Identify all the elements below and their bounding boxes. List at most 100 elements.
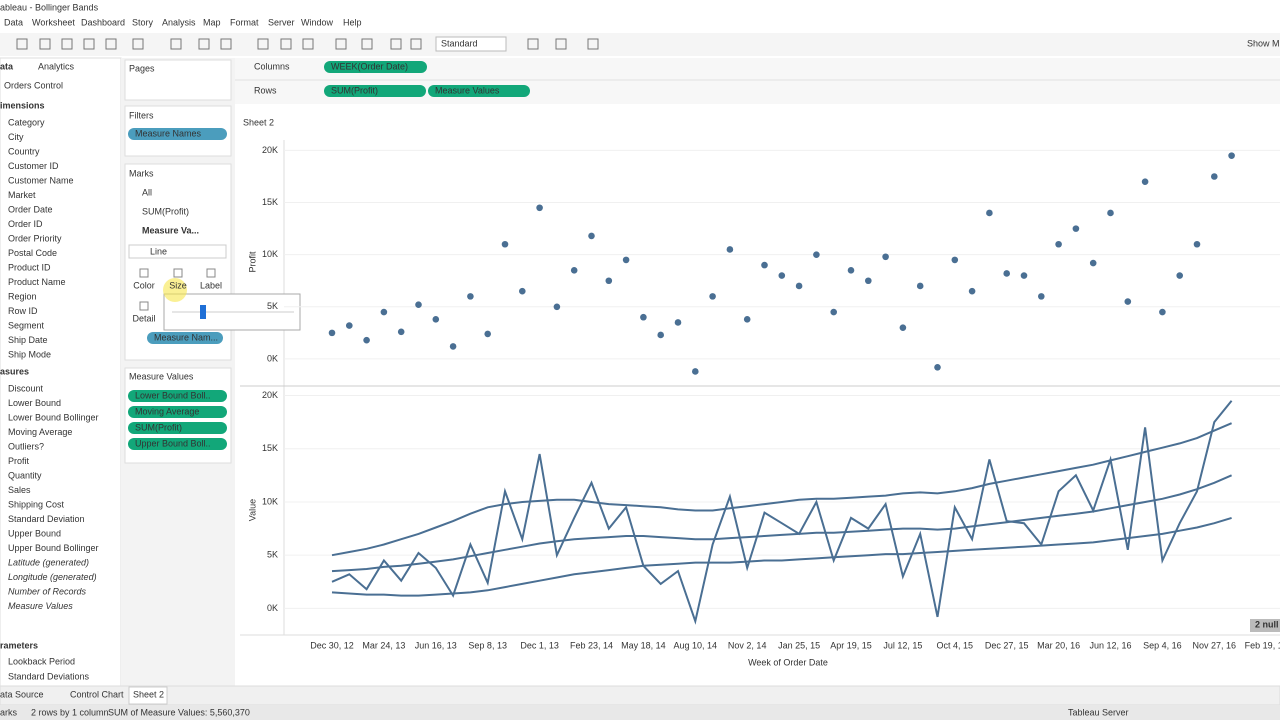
marks-row[interactable]: SUM(Profit): [142, 206, 189, 216]
measure-value-pill[interactable]: Upper Bound Boll..: [135, 438, 211, 448]
menu-item[interactable]: Analysis: [162, 17, 196, 27]
measure-field[interactable]: Outliers?: [8, 441, 44, 451]
mark-button-icon[interactable]: [139, 301, 149, 311]
measure-value-pill-bg[interactable]: [128, 438, 227, 450]
parameter-field[interactable]: Lookback Period: [8, 656, 75, 666]
toolbar-icon[interactable]: [361, 38, 373, 50]
menu-item[interactable]: Data: [4, 17, 23, 27]
color-pill-bg[interactable]: [147, 332, 223, 344]
dimension-field[interactable]: Country: [8, 146, 40, 156]
measure-value-pill-bg[interactable]: [128, 422, 227, 434]
columns-pill-bg[interactable]: [324, 61, 427, 73]
mark-button-icon[interactable]: [206, 268, 216, 278]
dimension-field[interactable]: Product ID: [8, 262, 51, 272]
parameter-field[interactable]: Standard Deviations: [8, 671, 90, 681]
toolbar-icon[interactable]: [61, 38, 73, 50]
measure-field[interactable]: Longitude (generated): [8, 572, 97, 582]
color-pill[interactable]: Measure Nam...: [154, 332, 218, 342]
show-me[interactable]: Show M: [1247, 38, 1280, 48]
menu-item[interactable]: Format: [230, 17, 259, 27]
null-badge[interactable]: [1250, 619, 1280, 632]
mark-button[interactable]: Color: [133, 280, 155, 290]
active-tab[interactable]: [128, 686, 168, 705]
rows-pill-bg[interactable]: [428, 85, 530, 97]
analytics-tab[interactable]: Analytics: [38, 61, 75, 71]
toolbar-icon[interactable]: [198, 38, 210, 50]
toolbar-icon[interactable]: [257, 38, 269, 50]
measure-value-pill[interactable]: Moving Average: [135, 406, 199, 416]
filter-pill[interactable]: Measure Names: [135, 128, 202, 138]
measure-field[interactable]: Lower Bound: [8, 398, 61, 408]
measure-field[interactable]: Discount: [8, 383, 44, 393]
server-status[interactable]: Tableau Server: [1068, 707, 1129, 717]
mark-button[interactable]: Label: [200, 280, 222, 290]
null-indicator[interactable]: 2 null: [1255, 619, 1279, 629]
dimension-field[interactable]: Order Priority: [8, 233, 62, 243]
fit-dropdown[interactable]: [435, 36, 507, 52]
measure-field[interactable]: Number of Records: [8, 586, 87, 596]
measure-field[interactable]: Lower Bound Bollinger: [8, 412, 99, 422]
marks-row[interactable]: All: [142, 187, 152, 197]
toolbar-icon[interactable]: [335, 38, 347, 50]
menu-item[interactable]: Help: [343, 17, 362, 27]
data-tab[interactable]: ata: [0, 61, 14, 71]
measure-field[interactable]: Sales: [8, 485, 31, 495]
toolbar-icon[interactable]: [302, 38, 314, 50]
size-slider-thumb[interactable]: [200, 305, 206, 319]
toolbar-icon[interactable]: [527, 38, 539, 50]
toolbar-icon[interactable]: [83, 38, 95, 50]
toolbar-icon[interactable]: [555, 38, 567, 50]
mark-button[interactable]: Detail: [132, 313, 155, 323]
menu-item[interactable]: Server: [268, 17, 295, 27]
toolbar-icon[interactable]: [170, 38, 182, 50]
dimension-field[interactable]: Ship Date: [8, 335, 48, 345]
filter-pill-bg[interactable]: [128, 128, 227, 140]
toolbar-icon[interactable]: [132, 38, 144, 50]
dimension-field[interactable]: Order ID: [8, 219, 43, 229]
measure-field[interactable]: Latitude (generated): [8, 557, 89, 567]
sheet-tab[interactable]: ata Source: [0, 689, 44, 699]
sheet-tab[interactable]: Sheet 2: [133, 689, 164, 699]
dimension-field[interactable]: Postal Code: [8, 248, 57, 258]
menu-item[interactable]: Map: [203, 17, 221, 27]
measure-field[interactable]: Moving Average: [8, 427, 72, 437]
dimension-field[interactable]: Ship Mode: [8, 349, 51, 359]
dimension-field[interactable]: Row ID: [8, 306, 38, 316]
marks-row[interactable]: Measure Va...: [142, 225, 199, 235]
toolbar-icon[interactable]: [16, 38, 28, 50]
measure-value-pill[interactable]: SUM(Profit): [135, 422, 182, 432]
dimension-field[interactable]: Segment: [8, 320, 45, 330]
dimension-field[interactable]: Product Name: [8, 277, 66, 287]
dimension-field[interactable]: Order Date: [8, 204, 53, 214]
dimension-field[interactable]: Market: [8, 190, 36, 200]
measure-value-pill-bg[interactable]: [128, 390, 227, 402]
measure-value-pill[interactable]: Lower Bound Boll..: [135, 390, 211, 400]
dimension-field[interactable]: Category: [8, 117, 45, 127]
mark-button-icon[interactable]: [139, 268, 149, 278]
measure-field[interactable]: Upper Bound Bollinger: [8, 543, 99, 553]
toolbar-icon[interactable]: [39, 38, 51, 50]
toolbar-icon[interactable]: [410, 38, 422, 50]
mark-button[interactable]: Size: [169, 280, 187, 290]
measure-field[interactable]: Upper Bound: [8, 528, 61, 538]
toolbar-icon[interactable]: [280, 38, 292, 50]
menu-item[interactable]: Dashboard: [81, 17, 125, 27]
toolbar-icon[interactable]: [220, 38, 232, 50]
dimension-field[interactable]: City: [8, 132, 24, 142]
dimension-field[interactable]: Region: [8, 291, 37, 301]
measure-field[interactable]: Standard Deviation: [8, 514, 85, 524]
menu-item[interactable]: Window: [301, 17, 334, 27]
mark-type-dropdown[interactable]: [128, 244, 227, 259]
measure-field[interactable]: Measure Values: [8, 601, 73, 611]
menu-item[interactable]: Worksheet: [32, 17, 75, 27]
toolbar-icon[interactable]: [390, 38, 402, 50]
measure-field[interactable]: Shipping Cost: [8, 499, 65, 509]
columns-pill[interactable]: WEEK(Order Date): [331, 61, 408, 71]
measure-field[interactable]: Profit: [8, 456, 30, 466]
rows-pill-bg[interactable]: [324, 85, 426, 97]
dimension-field[interactable]: Customer ID: [8, 161, 59, 171]
rows-pill[interactable]: Measure Values: [435, 85, 500, 95]
measure-field[interactable]: Quantity: [8, 470, 42, 480]
rows-pill[interactable]: SUM(Profit): [331, 85, 378, 95]
toolbar-icon[interactable]: [587, 38, 599, 50]
